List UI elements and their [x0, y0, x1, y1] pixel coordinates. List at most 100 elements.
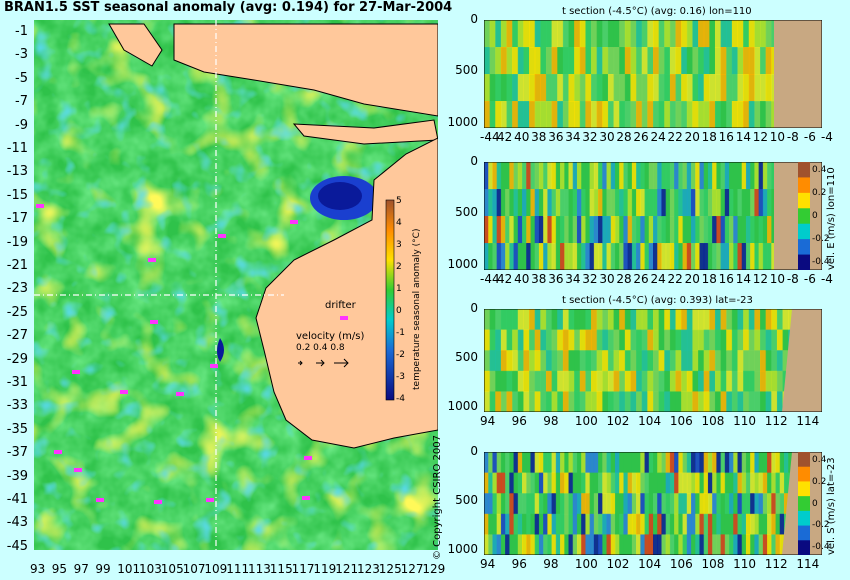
- section-y-tick: 0: [470, 444, 478, 458]
- section-colorbar-tick: 0.4: [812, 165, 827, 175]
- drifter-marker: [120, 390, 128, 394]
- drifter-marker: [176, 392, 184, 396]
- section-y-tick: 500: [455, 493, 478, 508]
- drifter-label: drifter: [325, 300, 356, 311]
- map-lat-tick: -27: [6, 328, 28, 344]
- section-x-tick: -6: [803, 272, 816, 286]
- section-x-tick: 110: [733, 414, 756, 428]
- map-lon-tick: 129: [422, 562, 446, 576]
- section-colorbar-tick: -0.2: [812, 520, 830, 531]
- section-x-tick: 96: [511, 414, 527, 428]
- map-colorbar-tick: 1: [396, 284, 402, 294]
- map-lon-tick: 121: [335, 562, 359, 576]
- section-x-tick: 36: [548, 272, 564, 286]
- section-x-tick: 30: [599, 130, 615, 144]
- section-y-tick: 0: [470, 301, 478, 315]
- drifter-marker: [206, 498, 214, 502]
- map-lat-tick: -39: [6, 468, 28, 484]
- section-x-tick: 114: [796, 414, 820, 428]
- section-panel-plot: [484, 452, 822, 555]
- section-x-tick: 26: [633, 272, 649, 286]
- map-lat-tick: -5: [15, 70, 28, 86]
- section-y-tick: 500: [455, 350, 478, 365]
- section-x-tick: 12: [752, 272, 769, 286]
- section-x-tick: 110: [733, 557, 756, 571]
- section-x-tick: -4: [820, 130, 833, 144]
- section-x-tick: 106: [669, 557, 693, 571]
- map-lon-tick: 107: [182, 562, 206, 576]
- drifter-marker: [290, 220, 298, 224]
- map-lon-tick: 125: [378, 562, 402, 576]
- section-x-tick: 114: [796, 557, 820, 571]
- section-x-tick: -8: [786, 272, 799, 286]
- map-lat-tick: -23: [6, 281, 28, 297]
- section-x-tick: 38: [531, 272, 547, 286]
- section-x-tick: 20: [684, 130, 700, 144]
- section-colorbar-tick: 0: [812, 211, 818, 221]
- velocity-label: velocity (m/s): [296, 331, 365, 342]
- section-panel-plot: [484, 20, 822, 128]
- map-lat-tick: -17: [6, 211, 28, 227]
- section-x-tick: 14: [735, 130, 751, 144]
- map-lat-tick: -13: [6, 164, 28, 180]
- map-colorbar-tick: 2: [396, 262, 402, 272]
- section-x-tick: 40: [514, 130, 530, 144]
- map-lon-tick: 97: [73, 562, 89, 576]
- section-x-tick: 30: [599, 272, 615, 286]
- drifter-marker: [150, 320, 158, 324]
- section-x-tick: 24: [650, 272, 666, 286]
- map-lon-tick: 99: [95, 562, 111, 576]
- main-title: BRAN1.5 SST seasonal anomaly (avg: 0.194…: [4, 0, 453, 15]
- map-colorbar-tick: 5: [396, 196, 402, 206]
- section-x-tick: 40: [514, 272, 530, 286]
- section-colorbar: [798, 452, 810, 555]
- section-y-tick: 500: [455, 205, 478, 220]
- section-x-tick: 26: [633, 130, 649, 144]
- drifter-marker: [148, 258, 156, 262]
- section-x-tick: 14: [735, 272, 751, 286]
- section-side-label: vel. S (m/s) lat=-23: [826, 457, 837, 555]
- map-lat-tick: -33: [6, 398, 28, 414]
- map-colorbar-tick: -4: [396, 394, 405, 404]
- map-lat-tick: -31: [6, 375, 28, 390]
- map-lon-tick: 103: [139, 562, 162, 576]
- section-x-tick: 94: [480, 557, 496, 571]
- drifter-marker: [96, 498, 104, 502]
- section-x-tick: -6: [803, 130, 816, 144]
- drifter-marker: [72, 370, 80, 374]
- map-lat-tick: -3: [15, 47, 28, 63]
- drifter-marker: [36, 204, 44, 208]
- map-colorbar-tick: 0: [396, 306, 402, 316]
- section-colorbar-tick: 0.2: [812, 476, 827, 487]
- section-x-tick: 108: [701, 414, 725, 428]
- drifter-marker: [154, 500, 162, 504]
- section-x-tick: 16: [718, 272, 734, 286]
- section-x-tick: 36: [548, 130, 564, 144]
- section-y-tick: 0: [470, 12, 478, 26]
- section-x-tick: 42: [497, 272, 513, 286]
- section-x-tick: 18: [701, 272, 717, 286]
- map-colorbar-tick: 4: [396, 218, 402, 228]
- map-lon-tick: 109: [204, 562, 228, 576]
- section-colorbar-tick: 0.2: [812, 188, 827, 198]
- map-lon-tick: 113: [248, 562, 271, 576]
- velocity-key: [298, 358, 349, 368]
- drifter-marker: [74, 468, 82, 472]
- section-colorbar-tick: 0.4: [812, 455, 827, 465]
- map-lat-tick: -43: [6, 515, 28, 531]
- section-x-tick: -4: [820, 272, 833, 286]
- map-lon-tick: 95: [51, 562, 68, 576]
- section-x-tick: -44: [480, 272, 500, 286]
- section-x-tick: -44: [480, 130, 500, 144]
- section-y-tick: 1000: [447, 114, 478, 129]
- section-panel-plot: [484, 309, 822, 412]
- section-colorbar-tick: -0.2: [812, 234, 830, 244]
- map-lat-tick: -15: [6, 187, 28, 203]
- section-colorbar: [798, 162, 810, 270]
- section-x-tick: 100: [574, 414, 598, 428]
- section-x-tick: 38: [531, 130, 547, 144]
- map-lon-tick: 115: [269, 562, 293, 576]
- map-lon-tick: 93: [30, 562, 46, 576]
- section-x-tick: 104: [638, 414, 662, 428]
- map-lat-tick: -9: [15, 117, 28, 133]
